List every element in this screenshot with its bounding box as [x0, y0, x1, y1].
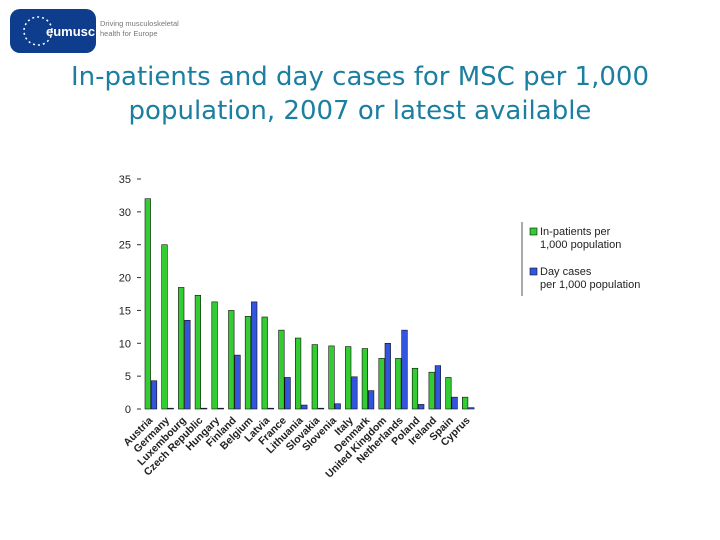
bar-daycases — [401, 329, 408, 410]
bar-inpatients — [395, 358, 402, 410]
logo-brand: eumusc.net — [46, 24, 119, 39]
eumusc-logo: eumusc.net Driving musculoskeletal healt… — [10, 9, 179, 53]
bar-inpatients — [161, 244, 168, 410]
logo-tagline-2: health for Europe — [100, 29, 158, 38]
bar-daycases — [150, 380, 158, 410]
title-line-1: In-patients and day cases for MSC per 1,… — [71, 62, 649, 92]
bar-daycases — [201, 407, 208, 410]
bar-daycases — [267, 407, 275, 410]
y-tick-label: 5 — [125, 371, 131, 383]
legend-swatch — [529, 267, 538, 276]
bar-daycases — [234, 354, 241, 410]
bar-daycases — [451, 396, 458, 410]
bar-inpatients — [378, 358, 385, 410]
y-tick-label: 10 — [119, 338, 131, 350]
bar-inpatients — [328, 345, 335, 410]
bar-daycases — [418, 404, 425, 410]
page-title: In-patients and day cases for MSC per 1,… — [0, 60, 720, 128]
bar-inpatients — [461, 396, 469, 410]
bar-inpatients — [345, 346, 352, 410]
bar-daycases — [217, 407, 224, 410]
bar-daycases — [167, 407, 174, 410]
legend-label: Day cases per 1,000 population — [540, 266, 640, 291]
bar-daycases — [251, 301, 258, 410]
y-tick-label: 0 — [125, 404, 131, 416]
bar-inpatients — [244, 316, 252, 410]
bar-inpatients — [178, 287, 185, 410]
bar-daycases — [468, 407, 475, 410]
bar-daycases — [434, 365, 442, 410]
bar-inpatients — [211, 301, 218, 410]
bar-daycases — [284, 377, 291, 410]
bar-inpatients — [361, 348, 369, 410]
bar-daycases — [184, 319, 191, 410]
y-tick-label: 15 — [119, 305, 131, 317]
title-line-2: population, 2007 or latest available — [128, 96, 592, 126]
bar-daycases — [367, 390, 375, 410]
bar-daycases — [317, 407, 325, 410]
bar-daycases — [384, 342, 391, 410]
legend-label: In-patients per 1,000 population — [540, 226, 621, 251]
bar-inpatients — [278, 329, 285, 410]
y-tick-label: 20 — [119, 273, 131, 285]
bar-daycases — [301, 404, 308, 410]
bar-inpatients — [445, 377, 452, 410]
bar-inpatients — [228, 310, 235, 410]
bar-inpatients — [428, 371, 435, 410]
y-tick-label: 35 — [119, 174, 131, 186]
bar-inpatients — [144, 198, 151, 410]
bar-inpatients — [411, 367, 419, 410]
bar-inpatients — [294, 337, 302, 410]
y-tick-label: 25 — [119, 240, 131, 252]
legend-swatch — [529, 227, 538, 236]
logo-tagline-1: Driving musculoskeletal — [100, 19, 179, 28]
bar-inpatients — [261, 316, 268, 410]
bar-daycases — [334, 403, 341, 410]
bar-daycases — [351, 376, 358, 410]
y-tick-label: 30 — [119, 207, 131, 219]
bar-inpatients — [194, 295, 202, 410]
bar-inpatients — [311, 344, 318, 410]
